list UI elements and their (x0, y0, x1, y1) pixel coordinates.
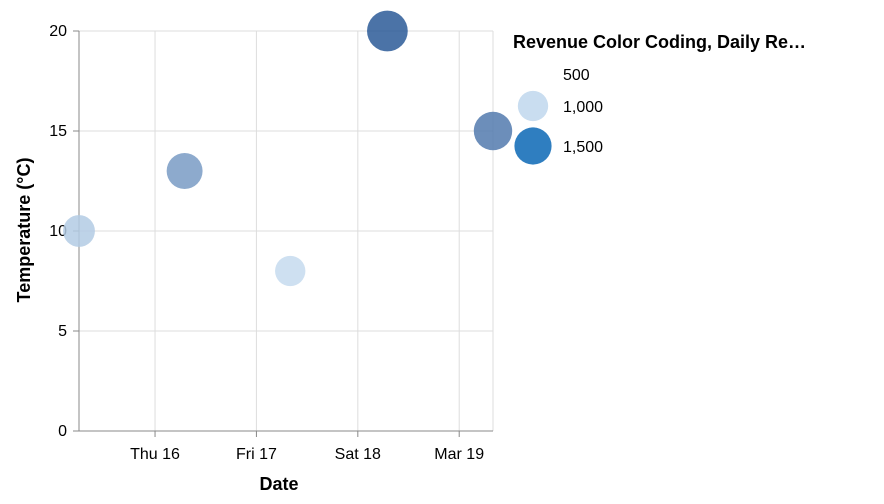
data-point (367, 10, 408, 52)
axes: Thu 16 Fri 17 Sat 18 Mar 19 0 5 10 15 20 (49, 23, 493, 463)
legend-symbol (514, 127, 552, 165)
legend-label: 500 (563, 67, 590, 84)
data-point (63, 215, 95, 247)
data-points (63, 10, 513, 287)
x-axis-title: Date (259, 474, 298, 494)
data-point (275, 255, 306, 287)
y-tick-label: 20 (49, 23, 67, 40)
y-tick-label: 15 (49, 123, 67, 140)
legend-label: 1,500 (563, 139, 603, 156)
y-tick-label: 5 (58, 323, 67, 340)
x-tick-label: Sat 18 (335, 446, 381, 463)
x-tick-label: Thu 16 (130, 446, 180, 463)
legend-label: 1,000 (563, 99, 603, 116)
y-tick-label: 0 (58, 423, 67, 440)
legend: Revenue Color Coding, Daily Re… 500 1,000… (513, 32, 806, 165)
y-tick-label: 10 (49, 223, 67, 240)
grid (79, 30, 494, 432)
legend-title: Revenue Color Coding, Daily Re… (513, 32, 806, 52)
data-point (473, 111, 513, 151)
y-axis-title: Temperature (°C) (14, 158, 34, 303)
data-point (166, 153, 203, 189)
x-tick-label: Mar 19 (434, 446, 484, 463)
x-tick-label: Fri 17 (236, 446, 277, 463)
legend-symbol (517, 90, 549, 122)
